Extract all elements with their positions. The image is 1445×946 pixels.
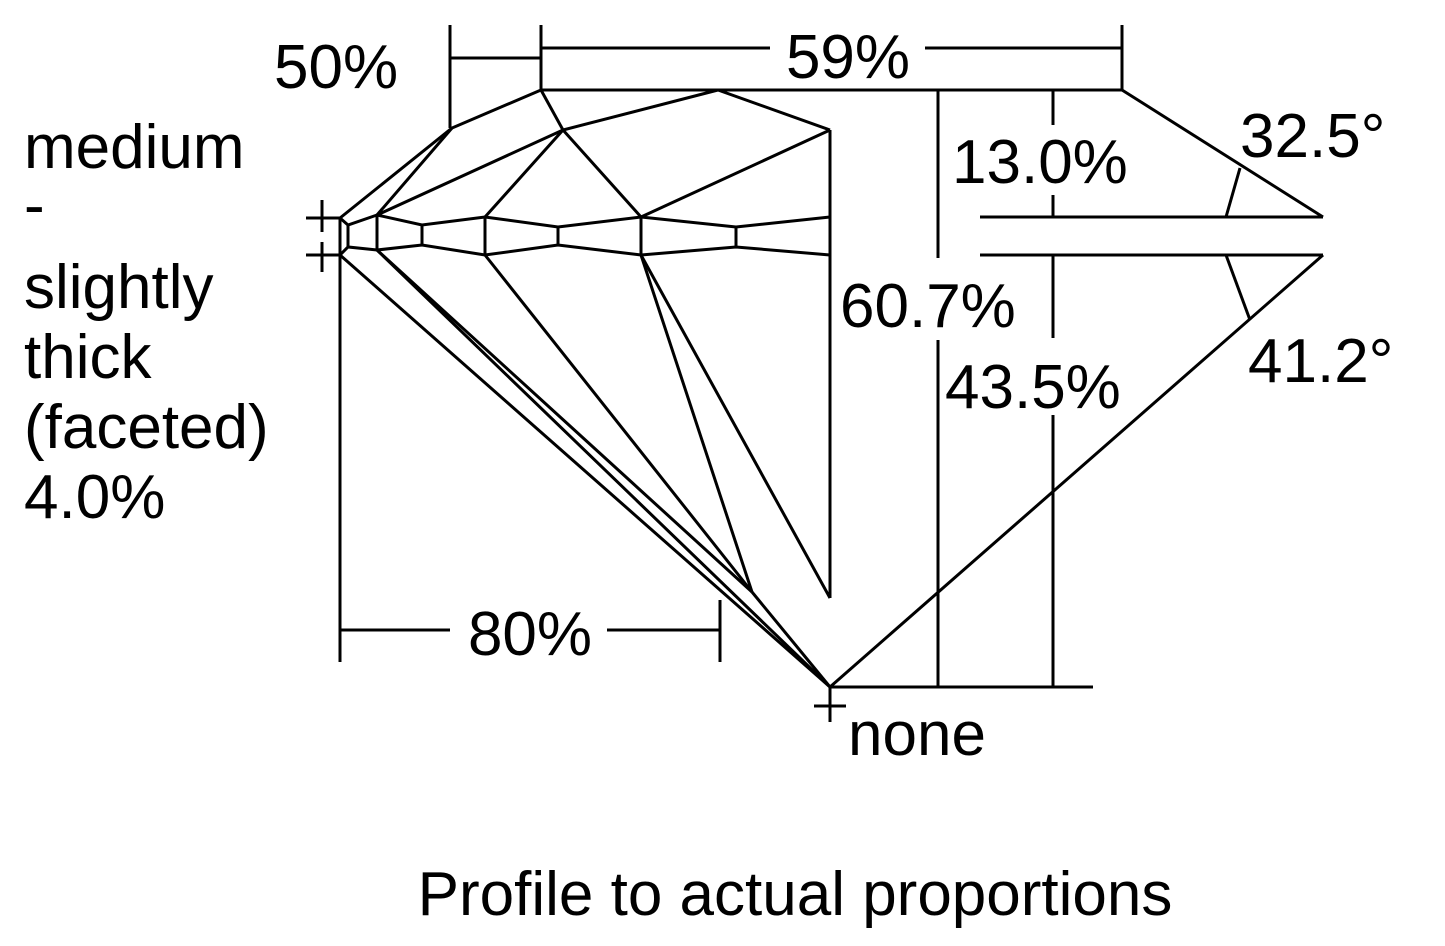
- pavilion-facet: [375, 248, 832, 689]
- girdle-label-line: slightly: [24, 253, 214, 322]
- girdle-label-line: 4.0%: [24, 463, 165, 532]
- pavilion-facet: [639, 254, 832, 599]
- labels: 50% 59% medium - slightly thick (faceted…: [24, 23, 1393, 929]
- pavilion-facet: [750, 591, 832, 688]
- pavilion-facet: [639, 254, 754, 593]
- crown-facet: [483, 128, 565, 219]
- culet-label: none: [848, 700, 986, 769]
- pavilion-right-edge: [829, 253, 1324, 689]
- crown-left-edge: [339, 88, 542, 220]
- girdle-top: [339, 213, 831, 229]
- crown-facet: [375, 127, 454, 216]
- pavilion-facet: [375, 248, 754, 594]
- pavilion-left-edge: [339, 253, 831, 689]
- girdle-bottom: [338, 243, 831, 257]
- pavilion-facet: [483, 254, 754, 593]
- girdle-label-line: thick: [24, 323, 152, 392]
- crown-facet: [562, 88, 719, 132]
- crown-facet: [376, 128, 564, 217]
- crown-facet: [561, 128, 643, 219]
- caption: Profile to actual proportions: [418, 860, 1173, 929]
- diamond-profile-outline: [338, 88, 1324, 689]
- crown-angle-arc: [1224, 167, 1242, 218]
- girdle-label-line: -: [24, 171, 45, 240]
- crown-angle-label: 32.5°: [1240, 102, 1385, 171]
- pavilion-angle-arc: [1224, 254, 1252, 321]
- crown-height-label: 13.0%: [952, 128, 1128, 197]
- girdle-label-line: medium: [24, 113, 245, 182]
- total-depth-label: 60.7%: [840, 272, 1016, 341]
- lower-half-label: 80%: [468, 600, 592, 669]
- crown-facet: [717, 88, 831, 132]
- dimension-lines: [306, 25, 1124, 722]
- crown-to-table-label: 50%: [274, 33, 398, 102]
- pavilion-depth-label: 43.5%: [945, 353, 1121, 422]
- girdle-label-line: (faceted): [24, 393, 269, 462]
- crown-right-edge: [1121, 88, 1324, 219]
- crown-facet: [640, 128, 831, 219]
- pavilion-angle-label: 41.2°: [1248, 327, 1393, 396]
- crown-facet: [539, 89, 565, 131]
- table-percent-label: 59%: [786, 23, 910, 92]
